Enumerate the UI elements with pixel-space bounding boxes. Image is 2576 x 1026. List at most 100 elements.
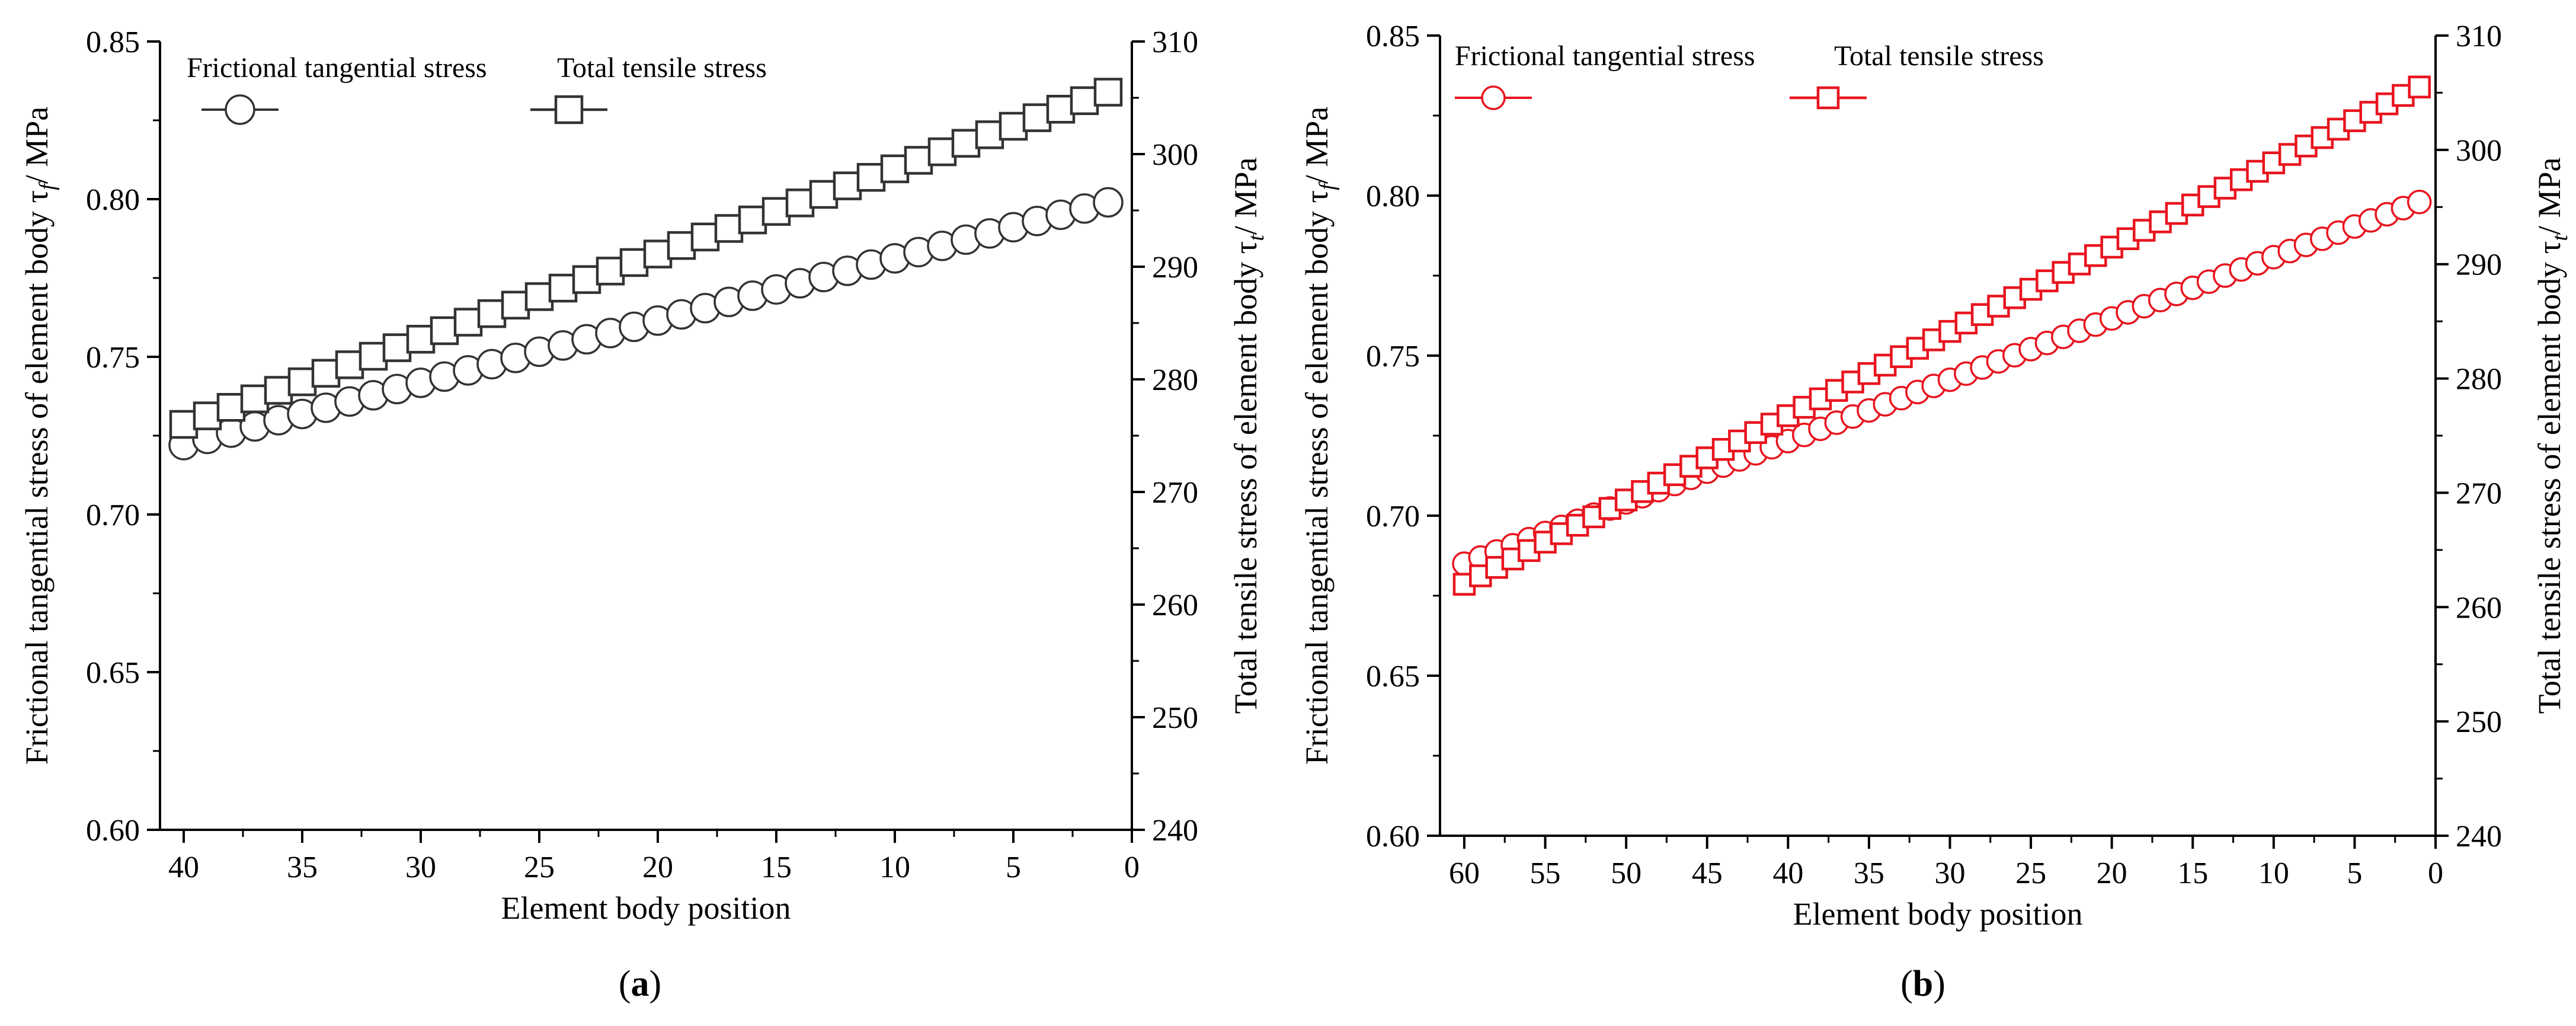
x-tick-label: 25 xyxy=(2015,856,2046,890)
data-point-square xyxy=(2408,75,2431,99)
data-point-square xyxy=(643,239,673,269)
y-left-tick-label: 0.60 xyxy=(1366,820,1420,854)
data-point-square xyxy=(216,393,246,422)
data-point-square xyxy=(714,214,744,243)
x-tick-label: 15 xyxy=(761,851,792,884)
legend-label-frictional: Frictional tangential stress xyxy=(1455,40,1755,72)
y-right-tick-label: 270 xyxy=(1152,476,1198,510)
x-tick-label: 45 xyxy=(1692,856,1723,890)
y-right-tick-label: 290 xyxy=(1152,251,1198,285)
data-point-square xyxy=(2246,159,2269,183)
data-point-square xyxy=(548,273,578,303)
x-tick-label: 25 xyxy=(524,851,555,884)
data-point-square xyxy=(1046,94,1076,124)
chart-panel-b: 60 55 50 45 40 35 30 25 20 15 10 5 00.600.650.700.75… xyxy=(1299,20,2572,1004)
x-tick-label: 5 xyxy=(2347,856,2362,890)
data-point-square xyxy=(477,299,507,328)
data-point-square xyxy=(572,265,601,294)
legend-marker-circle xyxy=(225,94,255,125)
data-point-square xyxy=(975,120,1004,149)
x-tick-label: 30 xyxy=(1934,856,1965,890)
y-right-tick-label: 280 xyxy=(1152,363,1198,397)
y-right-axis-title: Total tensile stress of element body τt/… xyxy=(1228,158,1269,714)
y-left-tick-label: 0.70 xyxy=(1366,500,1420,533)
x-axis-title: Element body position xyxy=(1793,896,2083,932)
data-point-square xyxy=(382,333,412,362)
x-tick-label: 30 xyxy=(405,851,436,884)
y-right-tick-label: 250 xyxy=(1152,701,1198,735)
panel-label: (a) xyxy=(619,964,661,1004)
data-point-square xyxy=(453,308,483,337)
x-tick-label: 15 xyxy=(2177,856,2208,890)
x-tick-label: 60 xyxy=(1449,856,1480,890)
data-point-square xyxy=(809,180,839,209)
data-point-circle xyxy=(1093,187,1124,218)
legend-label-frictional: Frictional tangential stress xyxy=(187,52,487,84)
x-tick-label: 35 xyxy=(287,851,318,884)
x-tick-label: 20 xyxy=(2097,856,2127,890)
y-left-tick-label: 0.75 xyxy=(1366,340,1420,373)
x-tick-label: 10 xyxy=(2258,856,2289,890)
y-left-tick-label: 0.60 xyxy=(86,814,140,848)
panel-label: (b) xyxy=(1900,964,1945,1004)
x-tick-label: 40 xyxy=(1772,856,1803,890)
x-tick-label: 10 xyxy=(879,851,910,884)
data-point-square xyxy=(287,367,317,397)
legend-label-tensile: Total tensile stress xyxy=(557,52,767,84)
y-right-tick-label: 260 xyxy=(2456,591,2502,625)
x-tick-label: 0 xyxy=(2428,856,2443,890)
y-right-tick-label: 300 xyxy=(2456,134,2502,168)
data-point-square xyxy=(785,188,815,218)
data-point-square xyxy=(335,350,364,379)
data-point-square xyxy=(833,171,862,200)
legend-label-tensile: Total tensile stress xyxy=(1834,40,2044,72)
x-tick-label: 5 xyxy=(1006,851,1021,884)
y-right-tick-label: 310 xyxy=(1152,25,1198,59)
data-point-square xyxy=(501,290,530,320)
data-point-square xyxy=(311,359,341,388)
data-point-square xyxy=(596,257,625,286)
data-point-square xyxy=(1070,86,1099,116)
y-right-tick-label: 240 xyxy=(2456,820,2502,854)
x-tick-label: 55 xyxy=(1530,856,1561,890)
data-point-square xyxy=(619,248,649,277)
y-left-axis-title: Frictional tangential stress of element … xyxy=(1299,107,1340,765)
data-point-square xyxy=(856,162,886,192)
y-left-tick-label: 0.80 xyxy=(1366,180,1420,213)
chart-panel-a: 40 35 30 25 20 15 10 5 0 0.60 0.65 0.70 0.75 0.80 0.85… xyxy=(19,25,1269,1004)
data-point-square xyxy=(880,154,910,184)
y-left-tick-label: 0.75 xyxy=(86,341,140,375)
y-right-tick-label: 310 xyxy=(2456,20,2502,53)
data-point-square xyxy=(1093,78,1123,107)
data-point-square xyxy=(690,222,720,252)
y-left-tick-label: 0.65 xyxy=(1366,660,1420,693)
series-total-tensile-stress xyxy=(1452,75,2431,596)
data-point-square xyxy=(738,205,767,235)
data-point-square xyxy=(951,129,981,158)
data-point-square xyxy=(430,316,459,346)
data-point-square xyxy=(169,410,199,439)
y-left-tick-label: 0.80 xyxy=(86,183,140,217)
y-right-axis-title: Total tensile stress of element body τt/… xyxy=(2532,158,2572,714)
data-point-square xyxy=(904,146,933,175)
data-point-circle xyxy=(2407,190,2432,215)
x-tick-label: 50 xyxy=(1611,856,1641,890)
x-tick-label: 40 xyxy=(168,851,199,884)
data-point-square xyxy=(667,231,696,260)
x-tick-label: 20 xyxy=(642,851,673,884)
y-right-tick-label: 280 xyxy=(2456,363,2502,397)
y-left-axis-title: Frictional tangential stress of element … xyxy=(19,107,60,765)
x-tick-label: 35 xyxy=(1854,856,1884,890)
x-tick-label: 0 xyxy=(1124,851,1140,884)
data-point-square xyxy=(524,282,554,311)
data-point-square xyxy=(999,111,1028,141)
series-total-tensile-stress xyxy=(169,78,1123,439)
data-point-square xyxy=(927,137,957,167)
legend-marker-square xyxy=(554,95,584,124)
data-point-square xyxy=(264,376,293,405)
y-right-tick-label: 260 xyxy=(1152,589,1198,622)
data-point-square xyxy=(193,401,222,430)
data-point-square xyxy=(761,197,791,226)
data-point-square xyxy=(359,341,388,371)
